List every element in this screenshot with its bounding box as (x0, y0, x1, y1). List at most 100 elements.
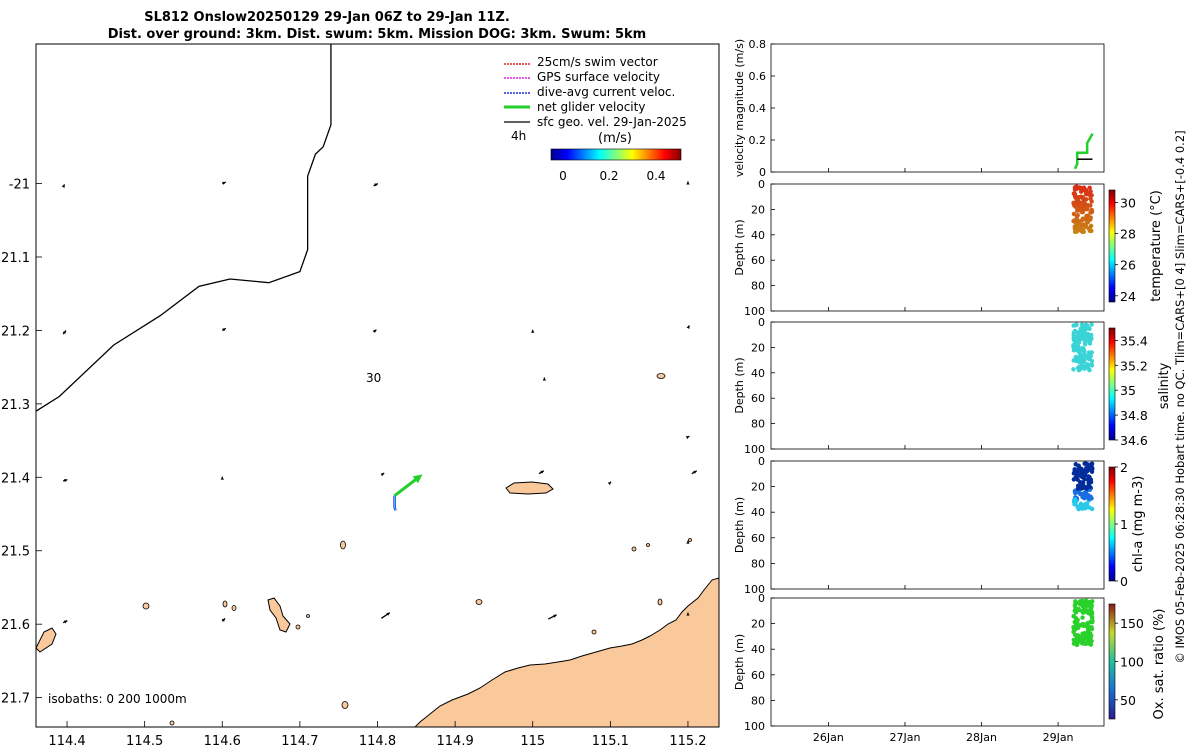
profile-dot (1081, 469, 1086, 475)
temperature-colorbar: temperature (°C) (1108, 189, 1164, 303)
profile-dot (1086, 203, 1091, 208)
profile-dot (1075, 468, 1081, 473)
profile-dot (1086, 356, 1092, 362)
oxygen-clabel: Ox. sat. ratio (%) (1152, 609, 1167, 720)
velocity-y-tick-label: 0.8 (749, 38, 767, 51)
colorbar-tick-label: 1 (1120, 517, 1128, 532)
profile-dot (1087, 192, 1092, 197)
profile-dot (1076, 340, 1082, 345)
profile-dot (1071, 641, 1077, 646)
profile-dot (1087, 341, 1093, 346)
colorbar-tick-label: 24 (1120, 289, 1136, 304)
profile-dot (1071, 614, 1076, 619)
profile-dot (1078, 185, 1084, 191)
profile-dot (1075, 330, 1080, 335)
profile-y-tick-label: 0 (758, 316, 765, 329)
profile-y-tick-label: 40 (751, 643, 765, 656)
profile-dot (1077, 364, 1082, 369)
profile-dot (1084, 486, 1089, 491)
profile-dot (1085, 331, 1091, 337)
title-line-2: Dist. over ground: 3km. Dist. swum: 5km.… (108, 27, 646, 42)
sfc-geo-vector-head (62, 330, 66, 335)
profile-dot (1071, 323, 1076, 328)
chla-clabel: chl-a (mg m-3) (1131, 476, 1146, 573)
islet-m (306, 614, 310, 618)
map-x-tick-label: 114.5 (126, 734, 163, 749)
profile-y-tick-label: 100 (744, 305, 765, 318)
profile-axes (770, 460, 1105, 590)
profile-y-tick-label: 80 (751, 557, 765, 570)
profile-dot (1078, 326, 1083, 331)
colorbar-tick-label: 26 (1120, 258, 1136, 273)
profile-dot (1088, 210, 1093, 215)
side-caption: © IMOS 05-Feb-2025 06:28:30 Hobart time.… (1173, 130, 1187, 663)
profile-y-tick-label: 100 (744, 443, 765, 456)
velocity-axes (770, 43, 1105, 173)
profile-dot (1071, 211, 1077, 217)
sfc-geo-vector-head (540, 470, 544, 474)
colorbar-tick-1: 0.2 (599, 169, 618, 183)
profile-y-tick-label: 20 (751, 203, 765, 216)
map-y-ticks: -21 21.1 21.2 21.3 21.4 21.5 21.6 21.7 (1, 178, 42, 707)
chla-colorbar-bar (1108, 466, 1116, 582)
sfc-geo-vector-head (220, 476, 224, 480)
profile-dot (1088, 196, 1093, 201)
colorbar-tick-label: 2 (1120, 460, 1128, 475)
profile-dot (1073, 337, 1079, 342)
map-y-tick-label: -21 (9, 178, 30, 193)
map-x-tick-label: 114.4 (48, 734, 85, 749)
sfc-geo-vector-head (607, 481, 612, 486)
colorbar-tick-0: 0 (559, 169, 567, 183)
profile-dot (1076, 489, 1082, 495)
profile-axes (770, 321, 1105, 450)
profile-dot (1080, 506, 1085, 511)
profile-dot (1084, 494, 1089, 500)
profile-dot (1089, 322, 1094, 327)
sfc-geo-vector-head (542, 377, 547, 381)
legend-net-label: net glider velocity (537, 100, 645, 114)
isobath-30m (36, 44, 332, 412)
profile-axes (770, 597, 1105, 727)
profile-dot (1081, 359, 1087, 364)
islet-a (656, 373, 666, 379)
sfc-geo-vector-head (222, 181, 226, 185)
profile-dot (1087, 326, 1092, 332)
colorbar-tick-label: 150 (1120, 616, 1144, 631)
islet-d (222, 600, 228, 608)
sfc-geo-vector-head (686, 540, 690, 544)
colorbar-tick-label: 0 (1120, 574, 1128, 589)
profile-dot (1077, 194, 1083, 200)
profile-dot (1089, 461, 1095, 467)
islet-g (475, 599, 483, 605)
map-x-tick-label: 115.1 (592, 734, 629, 749)
colorbar-tick-label: 30 (1120, 195, 1136, 210)
legend-gps-label: GPS surface velocity (537, 70, 660, 84)
legend-swim-label: 25cm/s swim vector (537, 55, 658, 69)
sfc-geo-vector-head (63, 478, 68, 483)
profile-y-tick-label: 60 (751, 392, 765, 405)
profile-dot (1087, 599, 1092, 605)
profile-dot (1072, 193, 1078, 199)
net-glider-velocity-arrow (393, 476, 419, 497)
profile-dot (1080, 603, 1085, 608)
land-west-island (36, 627, 57, 653)
islet-e (231, 605, 237, 611)
profile-dot (1079, 322, 1085, 327)
sfc-geo-vector-head (221, 618, 226, 622)
colorbar-tick-label: 35 (1120, 383, 1136, 398)
profile-dot (1071, 471, 1077, 476)
map-y-tick-label: 21.5 (1, 545, 30, 560)
profile-dot (1074, 600, 1080, 606)
profile-dot (1071, 629, 1076, 635)
profile-dot (1082, 607, 1087, 612)
profile-panel-0: Depth (m) 0 20 40 60 80 100 (733, 178, 1105, 318)
profile-dot (1073, 217, 1079, 223)
profile-ylabel: Depth (m) (733, 219, 746, 275)
sfc-geo-vector-head (374, 183, 378, 187)
profile-dot (1085, 504, 1090, 509)
legend-time-label: 4h (511, 129, 526, 143)
sfc-geo-vector-head (693, 470, 697, 474)
profile-dot (1074, 625, 1079, 631)
velocity-y-tick-label: 0 (759, 166, 766, 179)
sfc-geo-vector-head (222, 328, 226, 332)
